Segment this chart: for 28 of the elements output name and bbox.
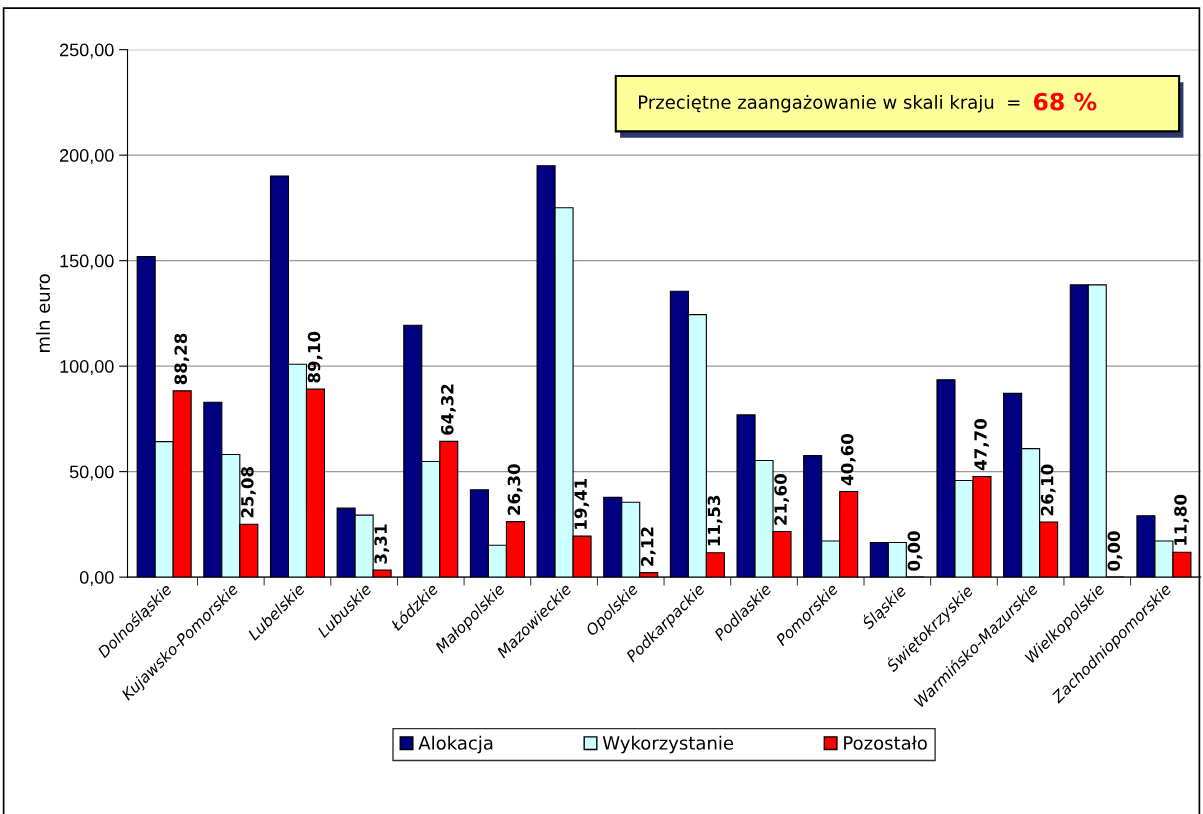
y-tick-label: 150,00 bbox=[60, 254, 114, 270]
data-label: 19,41 bbox=[574, 479, 590, 529]
data-label: 2,12 bbox=[640, 527, 656, 566]
data-label: 26,30 bbox=[507, 464, 523, 515]
y-tick-label: 50,00 bbox=[69, 465, 114, 481]
annotation: 68 % bbox=[1033, 92, 1097, 111]
data-label: 21,60 bbox=[774, 474, 789, 525]
annotation: Przeciętne zaangażowanie w skali kraju = bbox=[639, 94, 1020, 113]
data-label: 0,00 bbox=[907, 531, 923, 571]
y-axis-title: mln euro bbox=[36, 274, 51, 352]
data-label: 25,08 bbox=[241, 466, 256, 518]
data-label: 11,80 bbox=[1174, 494, 1189, 545]
data-label: 64,32 bbox=[441, 384, 456, 435]
data-label: 11,53 bbox=[707, 495, 723, 546]
y-tick-label: 100,00 bbox=[60, 360, 114, 375]
y-tick-label: 0,00 bbox=[79, 571, 114, 586]
data-label: 26,10 bbox=[1040, 464, 1056, 516]
y-tick-label: 200,00 bbox=[60, 149, 114, 164]
y-tick-label: 250,00 bbox=[60, 43, 114, 59]
data-label: 0,00 bbox=[1107, 531, 1123, 571]
legend-label: Pozostało bbox=[844, 735, 927, 750]
legend-label: Wykorzystanie bbox=[602, 735, 734, 754]
data-label: 89,10 bbox=[307, 331, 323, 383]
data-label: 88,28 bbox=[174, 333, 190, 385]
legend-label: Alokacja bbox=[418, 735, 493, 754]
data-label: 3,31 bbox=[374, 524, 390, 564]
data-label: 47,70 bbox=[974, 419, 989, 471]
data-label: 40,60 bbox=[840, 433, 856, 486]
